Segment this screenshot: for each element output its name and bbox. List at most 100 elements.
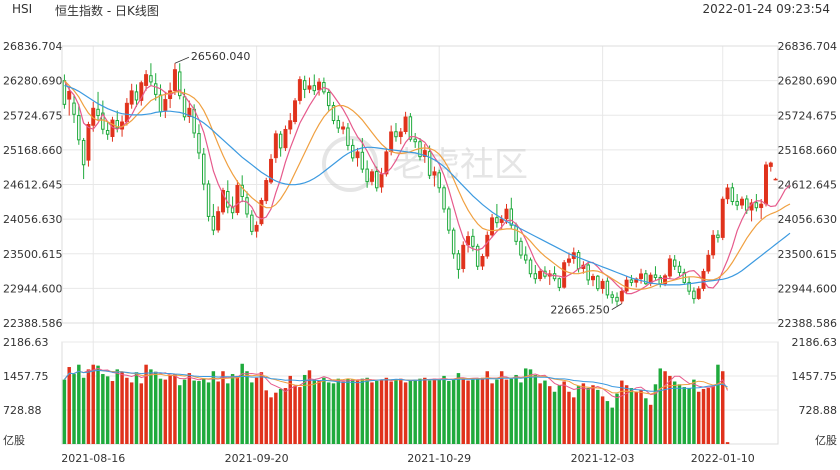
candle-body xyxy=(619,290,624,302)
volume-tick-left: 728.88 xyxy=(3,404,42,417)
candle-body xyxy=(471,235,475,247)
candle-body xyxy=(163,99,168,111)
volume-bar xyxy=(692,379,696,444)
candle-body xyxy=(562,262,567,288)
price-tick-right: 25724.675 xyxy=(778,109,838,122)
candle-body xyxy=(639,273,644,279)
candle-body xyxy=(739,198,744,206)
candle-body xyxy=(149,75,153,83)
volume-bar xyxy=(528,369,533,444)
candle-body xyxy=(600,280,605,289)
candle-body xyxy=(211,215,216,231)
candle-body xyxy=(432,171,437,176)
volume-tick-right: 1457.75 xyxy=(792,370,838,383)
volume-bar xyxy=(668,375,672,444)
candle-body xyxy=(101,112,105,130)
volume-bar xyxy=(298,387,302,444)
candle-body xyxy=(139,82,144,101)
date-tick-label: 2021-08-16 xyxy=(61,452,125,465)
volume-bar xyxy=(461,378,465,444)
candle-body xyxy=(451,229,456,255)
candle-body xyxy=(687,281,691,292)
volume-bar xyxy=(360,378,365,444)
candle-body xyxy=(566,258,571,263)
date-tick-label: 2021-09-20 xyxy=(225,452,289,465)
volume-bar xyxy=(245,371,249,444)
volume-bar xyxy=(101,374,105,444)
candle-body xyxy=(773,178,778,181)
volume-bar xyxy=(221,371,225,444)
candle-body xyxy=(182,96,187,118)
candle-body xyxy=(202,153,206,185)
high-annotation-leader xyxy=(174,56,190,64)
volume-bar xyxy=(615,393,619,444)
candle-body xyxy=(615,296,619,302)
candle-body xyxy=(456,253,461,270)
volume-bar xyxy=(725,442,730,444)
candle-body xyxy=(398,131,403,137)
candle-body xyxy=(264,180,269,202)
volume-tick-right: 2186.63 xyxy=(792,336,838,349)
volume-bar xyxy=(629,388,634,444)
candle-body xyxy=(379,173,384,188)
volume-bar xyxy=(235,375,240,444)
candle-body xyxy=(336,120,341,129)
volume-bar xyxy=(519,382,523,444)
volume-bar xyxy=(610,407,614,444)
candle-body xyxy=(427,151,432,176)
candle-body xyxy=(576,252,581,270)
candle-body xyxy=(293,100,298,123)
candle-body xyxy=(605,280,610,296)
volume-bar xyxy=(168,374,172,444)
volume-bar xyxy=(427,380,432,444)
candle-body xyxy=(375,171,379,189)
volume-ma20-line xyxy=(64,369,728,392)
volume-bar xyxy=(495,379,499,444)
volume-bar xyxy=(403,382,408,444)
candle-body xyxy=(629,279,634,283)
volume-bar xyxy=(129,382,134,444)
volume-bar xyxy=(269,397,273,444)
candle-body xyxy=(355,151,360,159)
volume-bar xyxy=(250,382,254,444)
volume-unit-label-right: 亿股 xyxy=(815,434,837,447)
volume-bar xyxy=(370,382,374,444)
volume-bar xyxy=(197,381,201,444)
candle-body xyxy=(365,168,369,183)
candle-body xyxy=(711,234,716,256)
candle-body xyxy=(596,275,600,290)
candle-body xyxy=(422,150,427,157)
volume-bar xyxy=(144,364,148,444)
candle-body xyxy=(144,74,149,86)
volume-bar xyxy=(672,381,677,444)
candle-body xyxy=(442,187,446,210)
candle-body xyxy=(341,126,346,130)
volume-bar xyxy=(125,377,129,444)
volume-bar xyxy=(96,365,100,444)
candle-body xyxy=(235,185,240,213)
volume-bar xyxy=(355,380,360,444)
candle-body xyxy=(437,172,441,189)
volume-bar xyxy=(77,364,81,444)
ma5-line xyxy=(63,80,791,295)
candle-body xyxy=(346,127,350,146)
volume-bar xyxy=(163,379,168,444)
candle-body xyxy=(408,116,413,140)
volume-bar xyxy=(442,375,446,444)
volume-bar xyxy=(394,379,398,444)
candle-body xyxy=(269,158,274,183)
candle-body xyxy=(667,258,672,277)
candle-body xyxy=(586,264,590,281)
candle-body xyxy=(278,133,283,149)
candle-body xyxy=(67,91,72,100)
price-tick-right: 24056.630 xyxy=(778,213,838,226)
candle-body xyxy=(187,107,192,118)
volume-bar xyxy=(624,385,629,444)
volume-bar xyxy=(211,371,216,444)
candle-body xyxy=(331,105,336,122)
volume-bar xyxy=(533,374,538,444)
volume-bar xyxy=(182,379,187,444)
volume-bar xyxy=(72,374,76,444)
candle-body xyxy=(245,197,249,215)
